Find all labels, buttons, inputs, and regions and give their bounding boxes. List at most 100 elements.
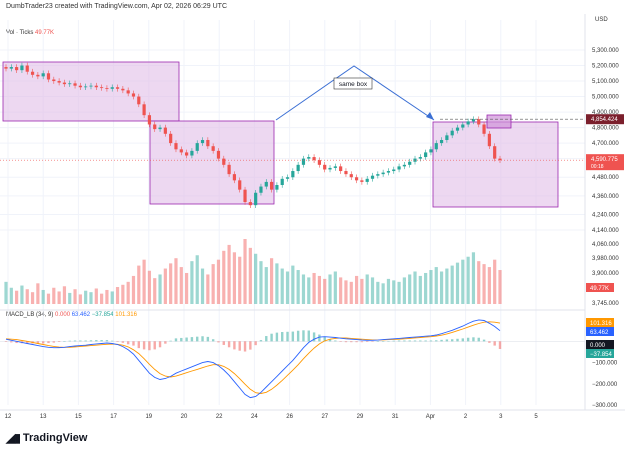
macd-legend-v4: 101.316 <box>115 312 137 318</box>
macd-histogram-bar <box>95 340 98 342</box>
candle-body <box>25 65 29 72</box>
candle-body <box>68 83 72 85</box>
volume-bar <box>461 259 465 304</box>
volume-bar <box>349 281 353 304</box>
volume-bar <box>211 264 215 304</box>
volume-bar <box>392 280 396 304</box>
macd-histogram-bar <box>302 330 305 342</box>
candle-body <box>174 143 178 150</box>
volume-bar <box>482 264 486 304</box>
macd-histogram-bar <box>397 340 401 342</box>
candle-body <box>471 119 476 122</box>
same-box-arrow <box>275 65 435 121</box>
macd-histogram-bar <box>450 339 454 342</box>
macd-histogram-bar <box>105 340 109 342</box>
volume-bar <box>46 293 51 304</box>
volume-bar <box>232 252 237 304</box>
candle-body <box>349 174 353 178</box>
macd-line <box>5 319 501 399</box>
macd-histogram-bar <box>360 341 364 343</box>
candle-body <box>477 119 481 125</box>
volume-bar <box>158 274 162 304</box>
candle-body <box>344 171 348 175</box>
macd-histogram-bar <box>419 340 422 342</box>
macd-histogram-bar <box>498 341 502 349</box>
macd-histogram-bar <box>424 340 427 342</box>
volume-bar <box>52 287 56 304</box>
macd-histogram-bar <box>89 340 93 342</box>
macd-histogram-bar <box>461 338 465 342</box>
candle-body <box>434 143 438 150</box>
volume-bars <box>4 239 502 304</box>
candle-body <box>439 140 444 144</box>
annotation-text: same box <box>339 81 368 88</box>
macd-legend-label: MACD_LB (34, 9) <box>6 312 54 318</box>
volume-bar <box>445 268 449 304</box>
price-tick-label: 4,900.000 <box>592 110 619 116</box>
macd-histogram-bar <box>174 338 178 342</box>
tradingview-brand[interactable]: ◢▮ TradingView <box>6 431 87 445</box>
volume-bar <box>333 271 337 304</box>
macd-histogram-bar <box>482 339 486 342</box>
volume-bar <box>227 244 231 304</box>
macd-histogram-bar <box>323 337 326 342</box>
time-tick-label: 20 <box>181 414 188 420</box>
candle-body <box>84 86 88 88</box>
macd-histogram-bar <box>47 341 50 344</box>
price-tick-label: 5,200.000 <box>592 64 619 70</box>
candle-body <box>397 166 401 170</box>
macd-histogram-bar <box>440 339 443 342</box>
macd-histogram-bar <box>350 341 353 343</box>
macd-tick-label: −300.000 <box>592 403 618 409</box>
volume-bar <box>222 250 226 304</box>
time-tick-label: 13 <box>40 414 47 420</box>
volume-bar <box>36 283 40 304</box>
volume-legend-label: Vol · Ticks <box>6 30 34 36</box>
macd-histogram-bar <box>254 341 257 346</box>
macd-tick-label: −100.000 <box>592 361 618 367</box>
volume-bar <box>73 289 77 304</box>
candle-body <box>487 133 491 147</box>
volume-bar <box>317 275 321 304</box>
candle-body <box>137 96 141 105</box>
macd-histogram-bar <box>211 339 215 342</box>
candle-body <box>386 171 391 173</box>
macd-histogram-bar <box>344 341 348 343</box>
candle-body <box>105 88 109 89</box>
macd-legend[interactable]: MACD_LB (34, 9) 0.000 63.462 −37.854 101… <box>6 312 137 318</box>
volume-bar <box>190 261 194 304</box>
macd-value-badge <box>586 340 614 349</box>
candle-body <box>211 146 215 151</box>
volume-bar <box>439 271 444 304</box>
macd-histogram-bar <box>265 336 268 342</box>
volume-legend[interactable]: Vol · Ticks 49.77K <box>6 30 54 36</box>
macd-histogram-bar <box>355 341 358 343</box>
candle-body <box>333 166 337 168</box>
volume-bar <box>323 278 327 304</box>
macd-legend-v3: −37.854 <box>91 312 114 318</box>
candle-body <box>131 93 136 97</box>
candle-body <box>424 152 428 158</box>
volume-bar <box>466 256 470 304</box>
candle-body <box>126 90 130 94</box>
candle-body <box>78 85 82 88</box>
volume-bar <box>94 288 98 304</box>
macd-value-badge <box>586 327 614 336</box>
volume-bar <box>179 267 183 304</box>
candle-body <box>238 180 242 190</box>
volume-bar <box>216 259 221 304</box>
macd-value-badge <box>586 349 614 358</box>
macd-histogram-bar <box>36 341 40 344</box>
candle-body <box>360 180 364 182</box>
candle-body <box>254 192 258 206</box>
volume-bar <box>365 274 369 304</box>
candle-body <box>216 150 221 159</box>
candle-body <box>110 87 114 89</box>
volume-bar <box>195 255 199 304</box>
macd-histogram-bar <box>57 341 61 342</box>
currency-label: USD <box>595 17 608 23</box>
macd-histogram-bar <box>286 331 289 342</box>
macd-histogram-bar <box>190 337 194 342</box>
candle-body <box>147 115 152 125</box>
